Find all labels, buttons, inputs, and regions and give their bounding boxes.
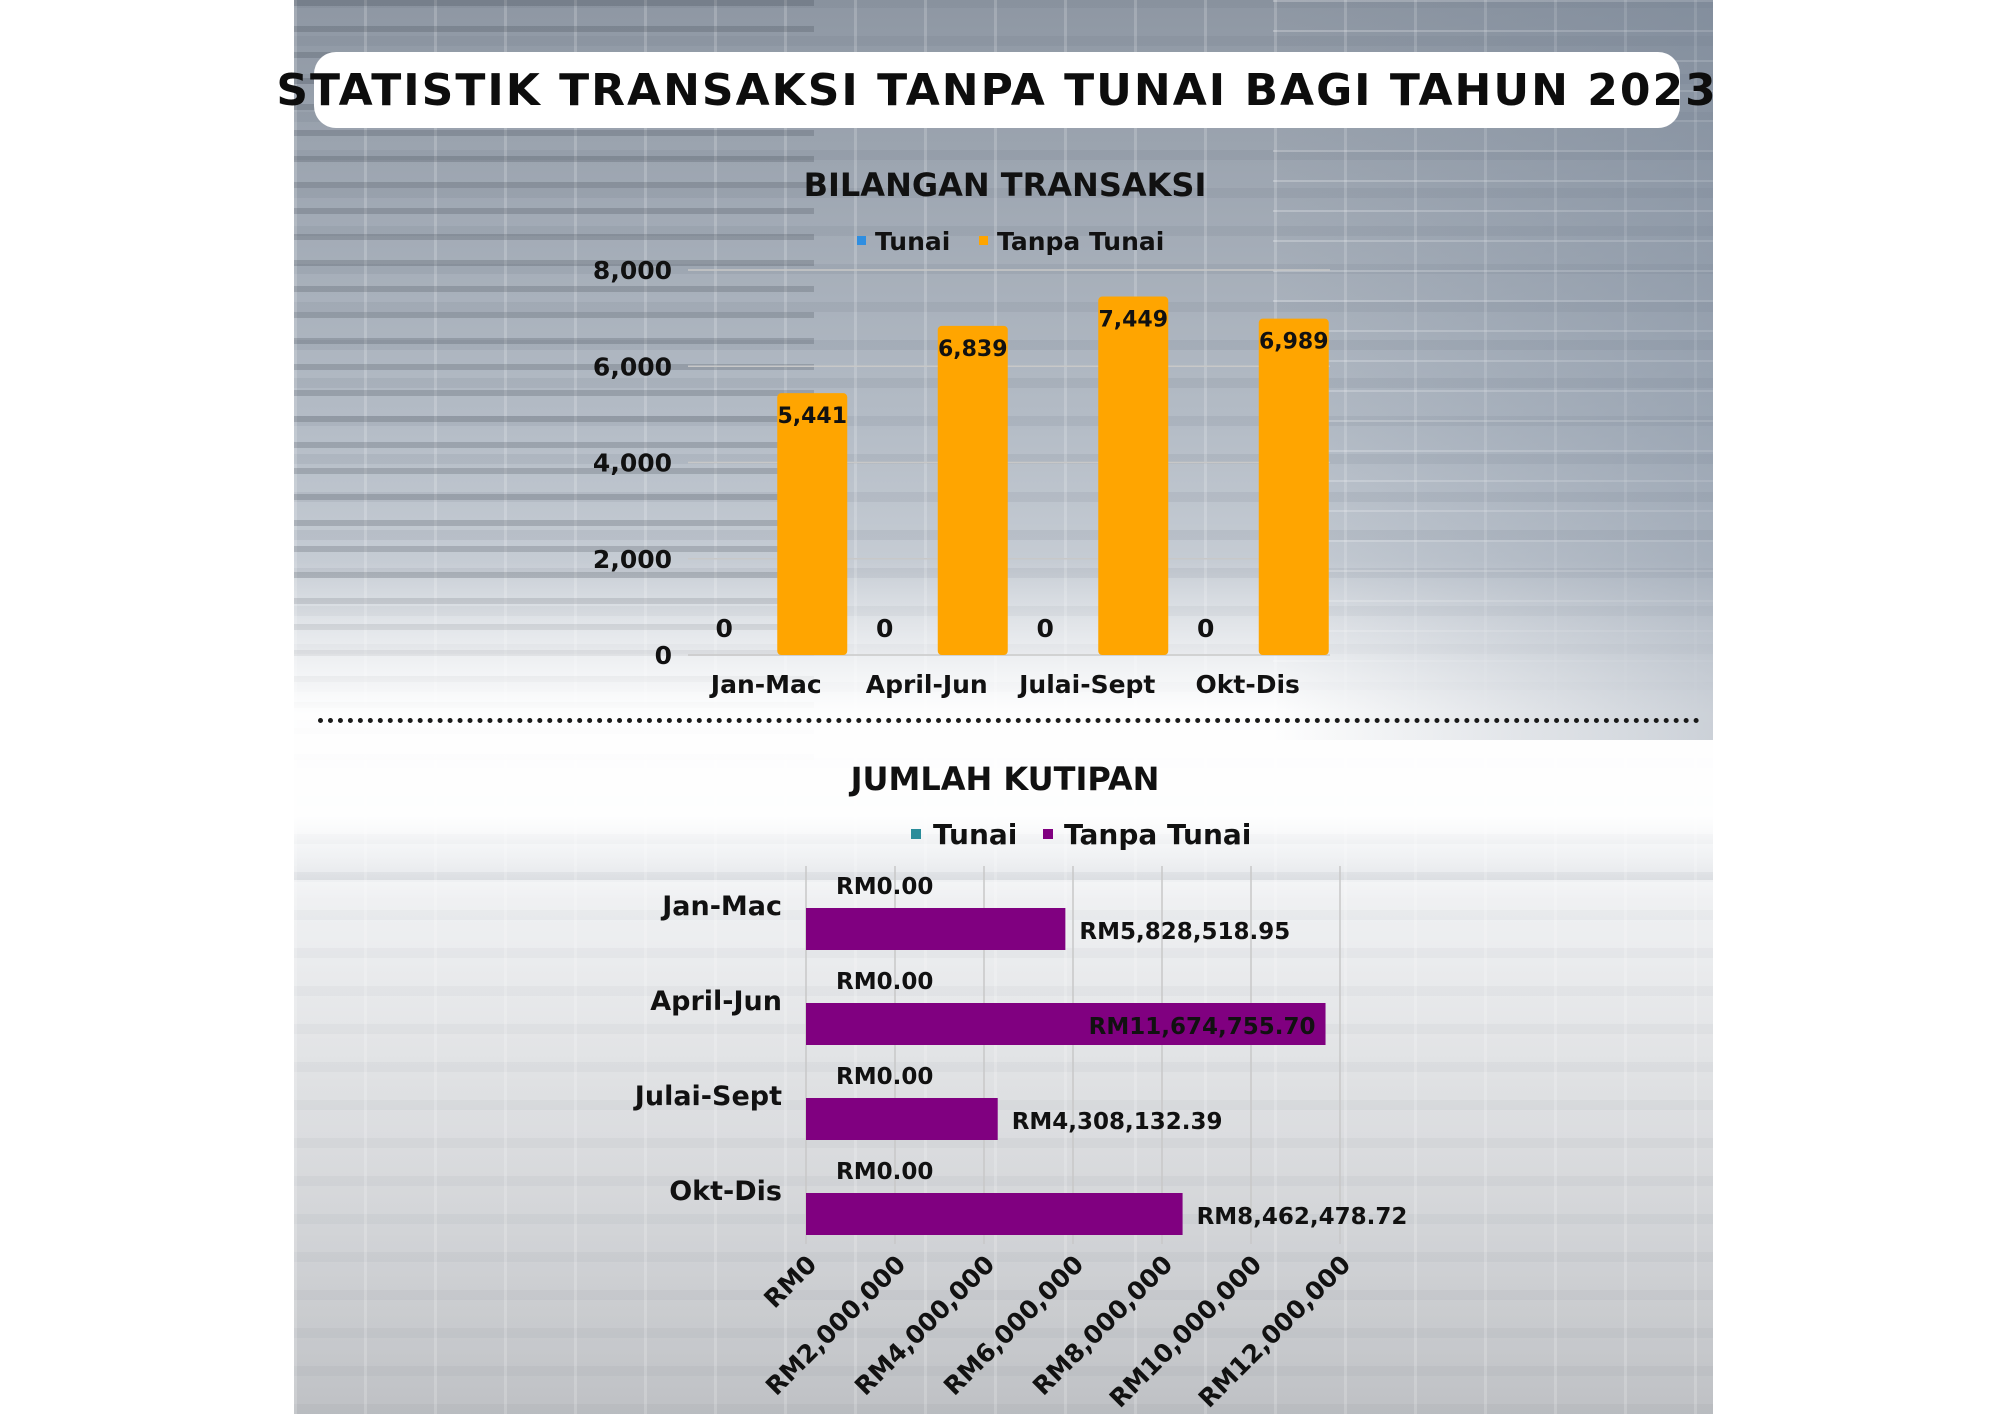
chart2-bar-tanpa-tunai-julai-sept [806,1098,998,1140]
background-fade-bottom [294,880,1713,1414]
chart1-data-label-tunai-okt-dis: 0 [1197,614,1214,643]
chart1-ytick-label-1: 2,000 [593,545,672,574]
chart1-legend-tanpa-tunai-label: Tanpa Tunai [997,227,1164,256]
chart2-bar-tanpa-tunai-okt-dis [806,1193,1183,1235]
chart2-xtick-label-5: RM10,000,000 [1104,1250,1268,1414]
chart1-ytick-label-3: 6,000 [593,352,672,381]
chart2-legend-tanpa-tunai-label: Tanpa Tunai [1064,818,1251,851]
chart2-category-label-julai-sept: Julai-Sept [633,1081,782,1112]
chart1-data-label-tanpa-tunai-okt-dis: 6,989 [1259,330,1329,355]
chart2-data-label-tanpa-tunai-jan-mac: RM5,828,518.95 [1079,919,1290,945]
chart1-bar-tanpa-tunai-april-jun [937,325,1008,655]
chart1-legend-tunai-label: Tunai [875,227,950,256]
chart2-title: JUMLAH KUTIPAN [849,760,1160,798]
chart1-data-label-tunai-april-jun: 0 [876,614,893,643]
chart1-ytick-label-4: 8,000 [593,256,672,285]
chart2-legend-tunai-label: Tunai [933,818,1017,851]
chart2-data-label-tunai-april-jun: RM0.00 [836,969,933,995]
chart2-legend-tunai-swatch [911,829,921,839]
chart2-data-label-tanpa-tunai-okt-dis: RM8,462,478.72 [1197,1204,1408,1230]
chart1-category-label-april-jun: April-Jun [866,670,988,699]
chart2-xtick-label-6: RM12,000,000 [1193,1250,1357,1414]
chart2-data-label-tunai-julai-sept: RM0.00 [836,1064,933,1090]
chart1-ytick-label-2: 4,000 [593,449,672,478]
chart2-legend-tanpa-tunai-swatch [1043,829,1053,839]
chart2-category-label-april-jun: April-Jun [650,986,782,1017]
chart1-bar-tanpa-tunai-jan-mac [777,393,848,655]
chart1-bar-tanpa-tunai-okt-dis [1258,318,1329,655]
chart1-legend-tunai-swatch [857,236,866,245]
chart2-data-label-tunai-okt-dis: RM0.00 [836,1159,933,1185]
chart2-category-label-okt-dis: Okt-Dis [669,1176,782,1207]
chart2-bar-tanpa-tunai-april-jun [806,1003,1326,1045]
chart2-data-label-tanpa-tunai-april-jun: RM11,674,755.70 [1089,1014,1316,1040]
title-banner: STATISTIK TRANSAKSI TANPA TUNAI BAGI TAH… [276,52,1716,128]
chart1-data-label-tanpa-tunai-jan-mac: 5,441 [777,404,847,429]
chart1-category-label-jan-mac: Jan-Mac [709,670,822,699]
chart1-title: BILANGAN TRANSAKSI [804,166,1207,204]
chart1-data-label-tunai-jan-mac: 0 [716,614,733,643]
page-title: STATISTIK TRANSAKSI TANPA TUNAI BAGI TAH… [276,64,1718,116]
chart2-data-label-tunai-jan-mac: RM0.00 [836,874,933,900]
chart1-bar-tanpa-tunai-julai-sept [1098,296,1169,655]
chart1-data-label-tanpa-tunai-april-jun: 6,839 [938,337,1008,362]
chart1-data-label-tunai-julai-sept: 0 [1037,614,1054,643]
chart2-xtick-label-0: RM0 [758,1250,822,1314]
chart1-category-label-okt-dis: Okt-Dis [1196,670,1300,699]
chart1-ytick-label-0: 0 [655,641,672,670]
section-divider [318,718,1700,723]
chart1-data-label-tanpa-tunai-julai-sept: 7,449 [1098,308,1168,333]
chart2-category-label-jan-mac: Jan-Mac [660,891,782,922]
chart1-category-label-julai-sept: Julai-Sept [1017,670,1155,699]
chart1-legend-tanpa-tunai-swatch [979,236,988,245]
chart2-bar-tanpa-tunai-jan-mac [806,908,1066,950]
chart2-data-label-tanpa-tunai-julai-sept: RM4,308,132.39 [1012,1109,1223,1135]
